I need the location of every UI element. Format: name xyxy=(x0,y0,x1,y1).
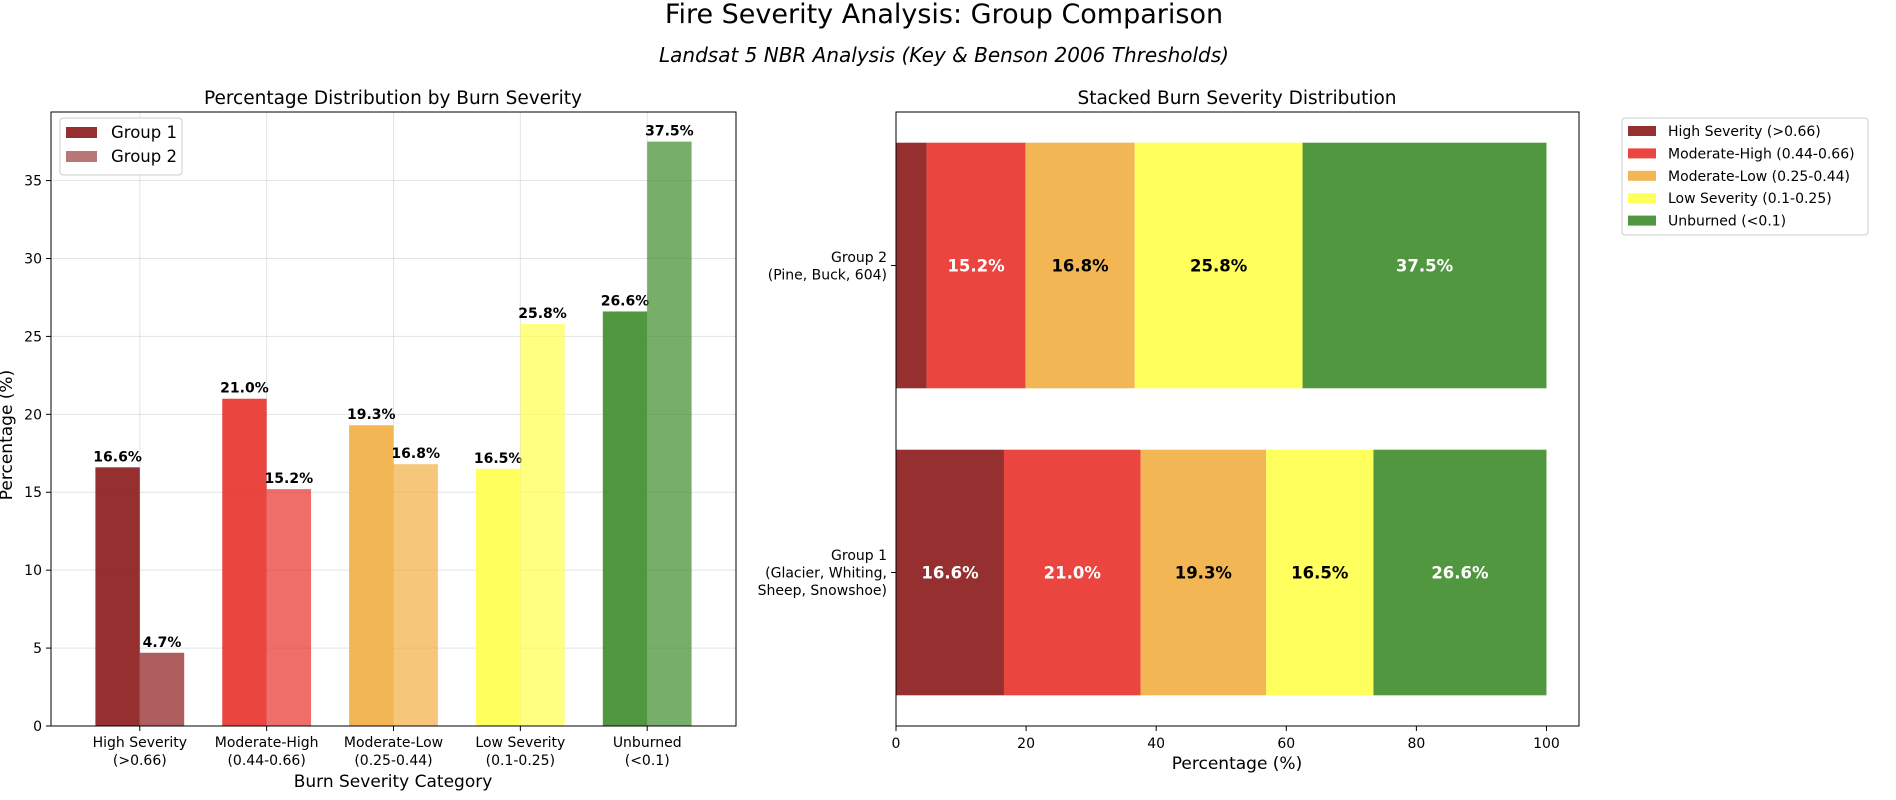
chart2-legend-label: Low Severity (0.1-0.25) xyxy=(1668,191,1832,207)
chart1-ytick-label: 15 xyxy=(24,485,42,501)
chart2-legend-box xyxy=(1621,117,1869,236)
segment-data-label: 21.0% xyxy=(1044,564,1102,583)
chart2-legend-swatch xyxy=(1628,126,1656,136)
segment-data-label: 15.2% xyxy=(947,257,1005,276)
segment-data-label: 19.3% xyxy=(1175,564,1233,583)
stacked-segment xyxy=(1373,449,1547,696)
segment-data-label: 16.5% xyxy=(1291,564,1349,583)
bar-group-2 xyxy=(139,652,185,726)
chart1-legend-swatch xyxy=(66,127,97,138)
chart2-xtick-label: 0 xyxy=(892,736,901,752)
chart2-legend-swatch xyxy=(1628,193,1656,204)
stacked-segment xyxy=(1266,449,1374,696)
bar-group-1 xyxy=(475,468,521,726)
chart1-legend: Group 1 Group 2 xyxy=(59,117,183,176)
chart1-xtick-label: Unburned (<0.1) xyxy=(613,735,682,769)
chart1-legend-label: Group 1 xyxy=(111,123,177,142)
figure-title: Fire Severity Analysis: Group Comparison xyxy=(665,0,1223,30)
grouped-bar-chart: Percentage Distribution by Burn Severity… xyxy=(0,88,737,792)
chart2-ytick-label: Group 1 (Glacier, Whiting, Sheep, Snowshoe… xyxy=(758,548,887,599)
chart1-xtick-label: High Severity (>0.66) xyxy=(93,735,187,769)
chart1-legend-swatch xyxy=(66,151,97,162)
bar-data-label: 16.8% xyxy=(391,446,440,462)
chart1-ytick-label: 5 xyxy=(33,641,42,657)
chart2-frame xyxy=(895,111,1580,727)
bar-data-label: 4.7% xyxy=(143,635,182,651)
bar-group-2 xyxy=(266,489,312,726)
segment-data-label: 37.5% xyxy=(1396,257,1454,276)
chart2-legend-swatch xyxy=(1628,215,1656,226)
chart1-ytick-label: 35 xyxy=(24,174,42,190)
bar-group-2 xyxy=(647,141,692,726)
chart1-xtick-label: Moderate-Low (0.25-0.44) xyxy=(344,735,443,769)
segment-data-label: 16.6% xyxy=(921,564,979,583)
stacked-segment xyxy=(1140,449,1267,696)
chart2-xtick-label: 40 xyxy=(1147,736,1165,752)
stacked-segment xyxy=(926,142,1026,389)
bar-data-label: 25.8% xyxy=(518,306,567,322)
bar-group-1 xyxy=(349,425,394,726)
bar-data-label: 19.3% xyxy=(347,407,396,423)
chart1-ytick-label: 30 xyxy=(24,251,42,267)
bar-group-1 xyxy=(222,398,267,726)
chart1-xlabel: Burn Severity Category xyxy=(294,772,493,792)
segment-data-label: 16.8% xyxy=(1051,257,1109,276)
bar-data-label: 21.0% xyxy=(220,381,269,397)
bar-group-1 xyxy=(602,311,648,726)
chart2-xtick-label: 80 xyxy=(1407,736,1425,752)
chart2-legend: High Severity (>0.66) Moderate-High (0.44… xyxy=(1621,117,1869,236)
chart2-legend-swatch xyxy=(1628,148,1656,159)
stacked-segment xyxy=(896,449,1004,696)
stacked-bar-chart: Stacked Burn Severity Distribution Perce… xyxy=(758,88,1869,774)
chart1-ytick-label: 0 xyxy=(33,719,42,735)
chart1-ytick-label: 10 xyxy=(24,563,42,579)
chart2-title: Stacked Burn Severity Distribution xyxy=(1077,88,1396,109)
bar-group-2 xyxy=(520,323,565,726)
bar-data-label: 16.5% xyxy=(474,451,523,467)
stacked-segment xyxy=(1302,142,1547,389)
chart1-xtick-label: Low Severity (0.1-0.25) xyxy=(475,735,565,769)
chart1-legend-label: Group 2 xyxy=(111,147,177,166)
chart1-ytick-label: 25 xyxy=(24,329,42,345)
stacked-segment xyxy=(1003,449,1141,696)
chart1-ytick-label: 20 xyxy=(24,407,42,423)
stacked-segment xyxy=(1134,142,1303,389)
chart2-xtick-label: 20 xyxy=(1017,736,1035,752)
chart2-ytick-label: Group 2 (Pine, Buck, 604) xyxy=(768,250,887,284)
bar-data-label: 15.2% xyxy=(265,471,314,487)
segment-data-label: 26.6% xyxy=(1431,564,1489,583)
bar-group-1 xyxy=(95,467,140,726)
bar-data-label: 16.6% xyxy=(93,449,142,465)
chart2-legend-swatch xyxy=(1628,170,1656,181)
chart2-legend-label: High Severity (>0.66) xyxy=(1668,124,1821,140)
chart2-legend-label: Moderate-High (0.44-0.66) xyxy=(1668,146,1855,162)
chart1-title: Percentage Distribution by Burn Severity xyxy=(204,88,582,109)
stacked-segment xyxy=(1025,142,1135,389)
figure-subtitle: Landsat 5 NBR Analysis (Key & Benson 200… xyxy=(659,43,1229,67)
chart2-xtick-label: 60 xyxy=(1277,736,1295,752)
bar-data-label: 26.6% xyxy=(601,293,650,309)
stacked-segment xyxy=(896,142,927,389)
bar-data-label: 37.5% xyxy=(645,124,694,140)
chart2-legend-label: Moderate-Low (0.25-0.44) xyxy=(1668,169,1850,185)
chart2-xlabel: Percentage (%) xyxy=(1172,754,1302,774)
segment-data-label: 25.8% xyxy=(1190,257,1248,276)
chart1-xtick-label: Moderate-High (0.44-0.66) xyxy=(215,735,319,769)
chart2-legend-label: Unburned (<0.1) xyxy=(1668,214,1786,230)
bar-group-2 xyxy=(393,464,438,726)
chart1-ylabel: Percentage (%) xyxy=(0,370,17,500)
chart2-xtick-label: 100 xyxy=(1533,736,1560,752)
